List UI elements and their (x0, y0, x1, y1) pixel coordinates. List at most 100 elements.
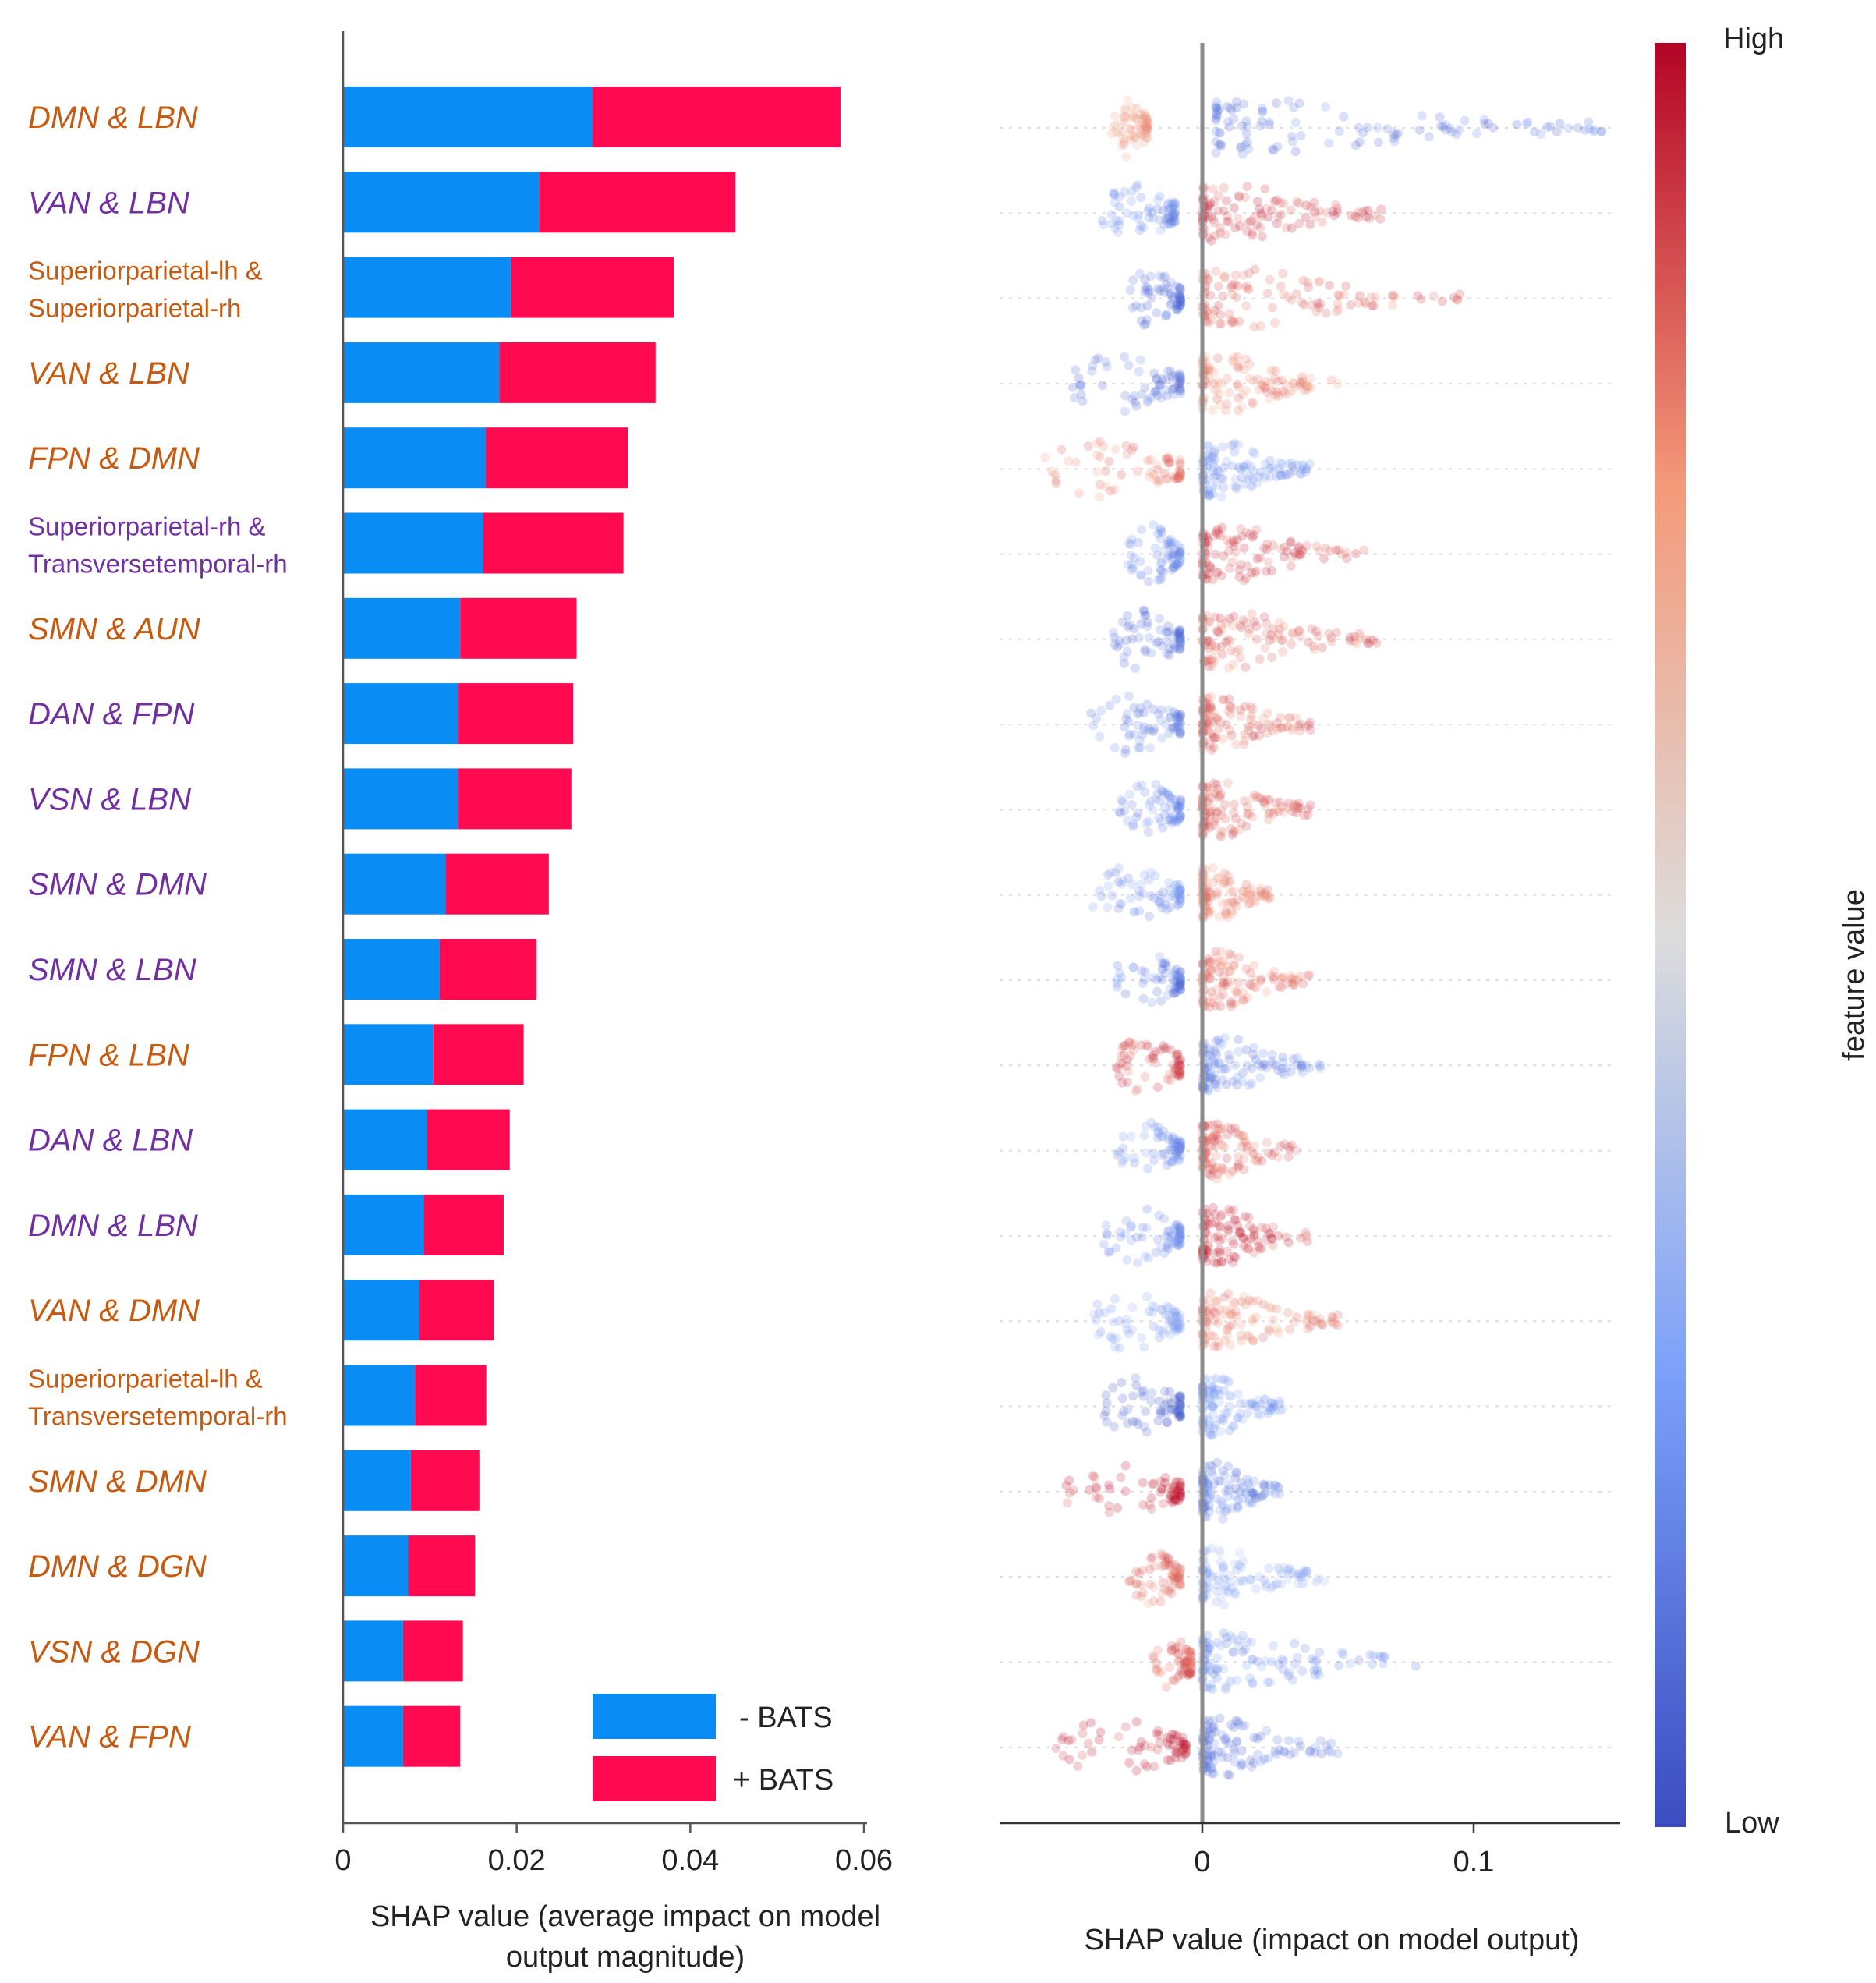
swarm-point (1175, 1313, 1185, 1323)
swarm-point (1205, 200, 1215, 211)
swarm-point (1227, 897, 1237, 907)
swarm-point (1218, 1514, 1228, 1524)
swarm-point (1216, 1414, 1226, 1424)
swarm-point (1176, 299, 1186, 310)
swarm-point (1269, 145, 1279, 155)
swarm-point (1204, 887, 1214, 897)
swarm-point (1296, 1061, 1306, 1071)
swarm-point (1226, 1124, 1236, 1134)
swarm-point (1207, 1133, 1217, 1143)
swarm-point (1234, 1129, 1244, 1139)
swarm-point (1237, 531, 1248, 541)
swarm-point (1292, 1569, 1302, 1579)
swarm-point (1170, 1315, 1180, 1325)
swarm-point (1257, 380, 1267, 390)
swarm-point (1122, 449, 1132, 459)
swarm-point (1175, 458, 1185, 468)
swarm-point (1295, 971, 1305, 981)
swarm-point (1180, 1659, 1191, 1670)
swarm-point (1297, 372, 1307, 382)
swarm-point (1251, 566, 1262, 576)
swarm-point (1173, 710, 1183, 720)
swarm-point (1174, 1406, 1184, 1416)
swarm-point (1202, 378, 1212, 388)
swarm-point (1160, 802, 1170, 813)
swarm-point (1176, 296, 1186, 306)
bar-plus-bats (402, 1705, 461, 1767)
swarm-point (1137, 1333, 1147, 1343)
swarm-point (1207, 1461, 1217, 1471)
swarm-point (1057, 1735, 1067, 1745)
swarm-point (1296, 1063, 1306, 1073)
swarm-point (1290, 975, 1300, 985)
swarm-point (1208, 1164, 1218, 1174)
swarm-point (1269, 974, 1279, 984)
swarm-point (1156, 1131, 1166, 1142)
swarm-point (1141, 646, 1151, 657)
swarm-point (1236, 1398, 1246, 1408)
swarm-point (1225, 1305, 1235, 1316)
swarm-point (1234, 572, 1244, 582)
swarm-point (1237, 1415, 1248, 1425)
swarm-point (1088, 721, 1099, 731)
swarm-point (1162, 473, 1172, 483)
swarm-point (1169, 988, 1179, 998)
swarm-point (1221, 1737, 1231, 1747)
swarm-point (1092, 1299, 1103, 1309)
swarm-point (1160, 271, 1170, 282)
swarm-point (1174, 814, 1184, 824)
swarm-point (1253, 1749, 1263, 1759)
swarm-point (1145, 726, 1156, 736)
swarm-point (1120, 1722, 1131, 1732)
swarm-point (1142, 1223, 1152, 1233)
swarm-point (1175, 455, 1185, 466)
swarm-point (1268, 1222, 1278, 1232)
swarm-point (1389, 133, 1399, 143)
swarm-point (1211, 470, 1221, 480)
swarm-point (1175, 1066, 1185, 1076)
swarm-point (1262, 794, 1272, 804)
swarm-point (1167, 794, 1177, 804)
swarm-point (1242, 121, 1252, 131)
swarm-point (1258, 796, 1269, 806)
swarm-point (1176, 638, 1186, 648)
swarm-point (1205, 887, 1215, 898)
swarm-point (1248, 230, 1258, 240)
swarm-point (1264, 463, 1274, 473)
swarm-point (1074, 373, 1084, 383)
swarm-point (1219, 206, 1229, 216)
swarm-point (1202, 997, 1212, 1007)
swarm-point (1175, 1399, 1185, 1409)
swarm-point (1226, 907, 1237, 917)
swarm-point (1161, 385, 1171, 395)
swarm-point (1212, 1163, 1222, 1173)
swarm-point (1120, 1486, 1131, 1496)
bar-minus-bats (343, 1280, 419, 1341)
swarm-point (1230, 1588, 1240, 1598)
swarm-point (1275, 1399, 1285, 1409)
swarm-point (1271, 98, 1281, 108)
swarm-point (1219, 1600, 1229, 1610)
swarm-point (1177, 1733, 1188, 1743)
swarm-point (1220, 1585, 1230, 1595)
swarm-point (1209, 1131, 1219, 1141)
swarm-point (1308, 641, 1319, 651)
swarm-point (1274, 1744, 1284, 1755)
swarm-point (1277, 1654, 1287, 1664)
swarm-point (1251, 983, 1262, 993)
swarm-point (1226, 976, 1236, 986)
swarm-point (1202, 1248, 1212, 1259)
swarm-point (1259, 612, 1269, 622)
swarm-point (1212, 385, 1223, 395)
swarm-point (1142, 121, 1152, 131)
swarm-point (1103, 1247, 1113, 1257)
swarm-point (1212, 103, 1222, 113)
swarm-point (1165, 815, 1175, 825)
swarm-point (1173, 471, 1184, 481)
swarm-point (1242, 182, 1252, 192)
swarm-point (1215, 1057, 1225, 1068)
swarm-point (1283, 1671, 1294, 1681)
swarm-point (1138, 115, 1149, 125)
swarm-point (1311, 1663, 1322, 1673)
swarm-point (1283, 389, 1294, 399)
